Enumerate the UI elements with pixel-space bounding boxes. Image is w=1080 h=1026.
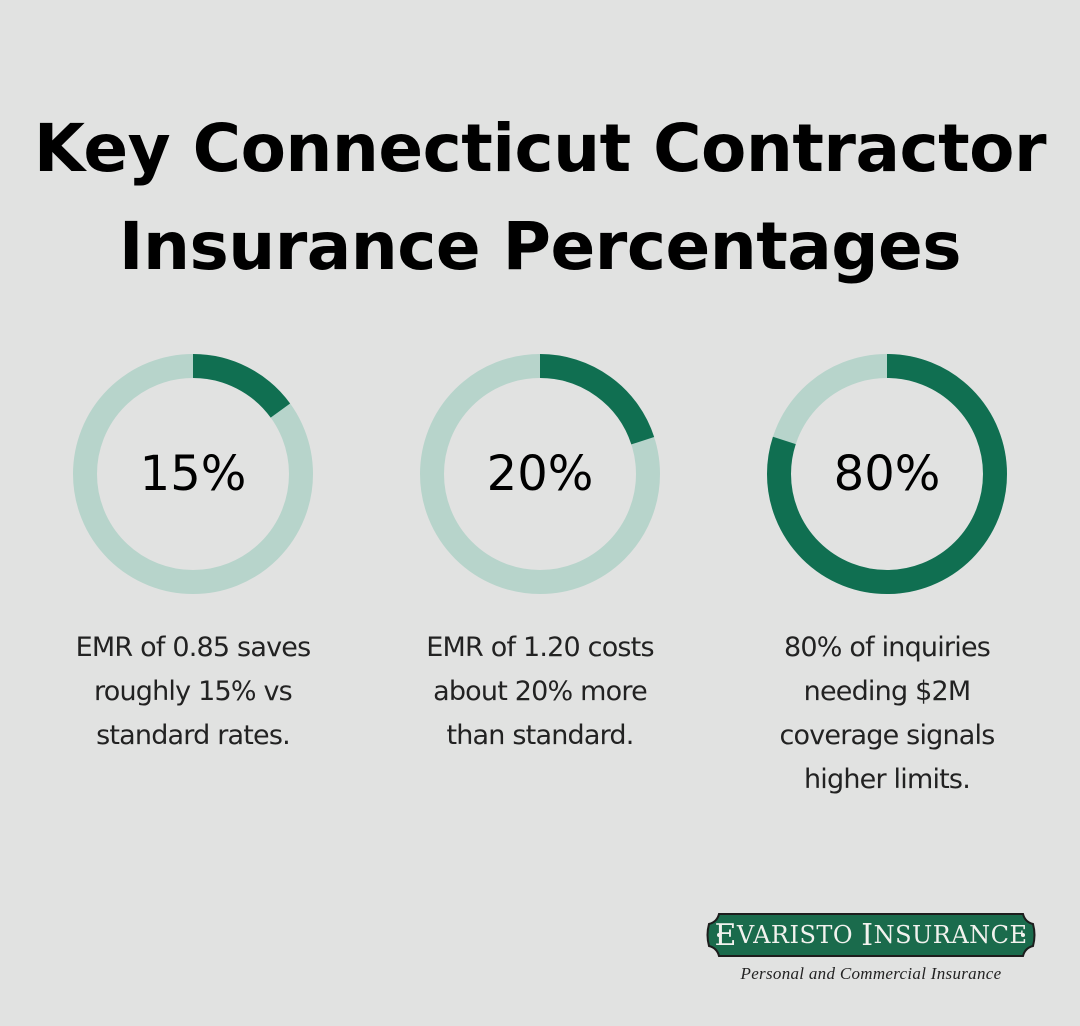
desc-line: EMR of 1.20 costs <box>426 632 654 663</box>
desc-line: 80% of inquiries <box>783 632 991 663</box>
desc-line: about 20% more <box>433 676 648 707</box>
percent-label-1: 15% <box>139 446 247 502</box>
desc-line: coverage signals <box>779 720 995 751</box>
logo-plaque: E VARISTO I NSURANCE <box>705 912 1037 958</box>
evaristo-insurance-logo: E VARISTO I NSURANCE Personal and Commerci… <box>705 912 1037 984</box>
desc-line: standard rates. <box>96 720 291 751</box>
desc-line: needing $2M <box>803 676 971 707</box>
percent-label-3: 80% <box>833 446 941 502</box>
page-title: Key Connecticut Contractor Insurance Per… <box>0 100 1080 296</box>
donut-chart-3 <box>767 354 1007 594</box>
stat-description-1: EMR of 0.85 saves roughly 15% vs standar… <box>33 626 353 758</box>
percent-label-2: 20% <box>486 446 594 502</box>
title-line-2: Insurance Percentages <box>118 208 962 285</box>
stat-description-2: EMR of 1.20 costs about 20% more than st… <box>380 626 700 758</box>
logo-wordmark: E VARISTO I NSURANCE <box>714 917 1028 953</box>
donut-chart-1 <box>73 354 313 594</box>
plaque-shape-icon <box>706 913 1036 957</box>
logo-tagline: Personal and Commercial Insurance <box>740 964 1002 983</box>
desc-line: EMR of 0.85 saves <box>75 632 311 663</box>
title-line-1: Key Connecticut Contractor <box>33 110 1047 187</box>
donut-chart-2 <box>420 354 660 594</box>
desc-line: than standard. <box>446 720 634 751</box>
desc-line: higher limits. <box>803 764 971 795</box>
stat-description-3: 80% of inquiries needing $2M coverage si… <box>727 626 1047 802</box>
desc-line: roughly 15% vs <box>94 676 293 707</box>
